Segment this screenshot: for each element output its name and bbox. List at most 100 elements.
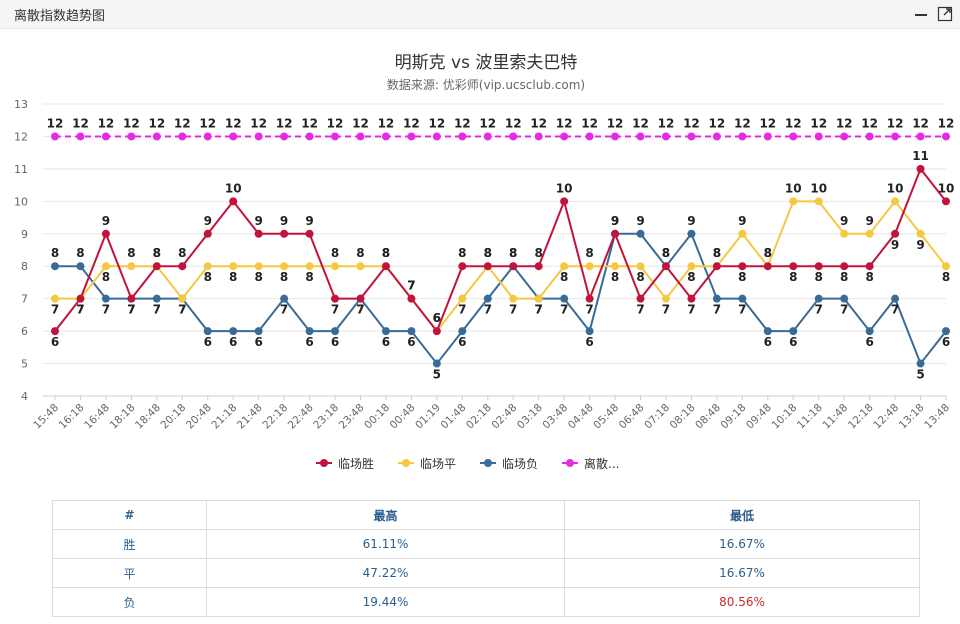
data-point	[152, 132, 161, 141]
data-point	[178, 294, 187, 303]
data-label: 8	[458, 246, 466, 260]
data-point	[101, 294, 110, 303]
x-tick-label: 21:18	[209, 402, 239, 432]
data-point	[891, 294, 900, 303]
data-label: 8	[51, 246, 59, 260]
data-label: 8	[127, 246, 135, 260]
data-label: 12	[98, 116, 115, 130]
trend-chart: 4567891011121315:4816:1816:4818:1818:482…	[14, 98, 954, 432]
data-point	[432, 132, 441, 141]
data-point	[51, 294, 59, 303]
data-point	[763, 327, 772, 336]
data-label: 7	[102, 303, 110, 317]
legend-marker-icon	[562, 457, 579, 469]
row-low: 16.67%	[564, 529, 920, 559]
data-label: 8	[509, 246, 517, 260]
data-point	[381, 327, 390, 336]
data-label: 8	[204, 270, 212, 284]
data-point	[381, 262, 390, 271]
data-label: 8	[789, 270, 797, 284]
data-label: 12	[429, 116, 446, 130]
y-tick-label: 7	[21, 293, 28, 306]
data-point	[661, 294, 670, 303]
data-label: 9	[865, 214, 873, 228]
data-label: 6	[382, 335, 390, 349]
data-point	[127, 294, 136, 303]
x-tick-label: 22:48	[286, 402, 316, 432]
data-label: 9	[738, 214, 746, 228]
data-label: 8	[484, 246, 492, 260]
data-point	[254, 327, 263, 336]
data-label: 7	[407, 279, 415, 293]
row-label: 平	[52, 558, 207, 588]
data-label: 7	[127, 303, 135, 317]
data-label: 7	[178, 303, 186, 317]
data-point	[738, 262, 747, 271]
data-label: 12	[810, 116, 827, 130]
data-label: 9	[636, 214, 644, 228]
data-point	[840, 229, 849, 238]
legend-marker-icon	[398, 457, 415, 469]
data-point	[891, 229, 900, 238]
data-label: 7	[407, 279, 415, 293]
data-label: 8	[535, 246, 543, 260]
stats-header-high: 最高	[206, 500, 565, 530]
data-point	[534, 294, 543, 303]
data-label: 12	[632, 116, 649, 130]
stats-header-row: # 最高 最低	[52, 500, 920, 530]
x-tick-label: 18:48	[133, 402, 163, 432]
data-label: 10	[887, 181, 904, 195]
data-point	[916, 132, 925, 141]
x-tick-label: 08:18	[668, 402, 698, 432]
data-point	[203, 262, 212, 271]
expand-icon[interactable]	[936, 5, 954, 23]
data-point	[789, 262, 798, 271]
legend-item[interactable]: 临场平	[398, 454, 456, 472]
x-tick-label: 02:18	[464, 402, 494, 432]
data-point	[712, 294, 721, 303]
data-label: 8	[76, 246, 84, 260]
stats-header-low: 最低	[564, 500, 920, 530]
data-point	[636, 229, 645, 238]
data-label: 7	[560, 303, 568, 317]
data-label: 7	[509, 303, 517, 317]
data-label: 10	[225, 181, 242, 195]
y-tick-label: 5	[21, 358, 28, 371]
data-point	[280, 294, 289, 303]
data-point	[229, 327, 238, 336]
data-label: 7	[840, 303, 848, 317]
x-tick-label: 11:18	[795, 402, 825, 432]
data-point	[560, 197, 569, 206]
data-point	[458, 327, 467, 336]
data-point	[432, 327, 441, 336]
data-point	[331, 327, 340, 336]
x-tick-label: 21:48	[235, 402, 265, 432]
data-label: 12	[454, 116, 471, 130]
minimize-icon[interactable]	[912, 5, 930, 23]
legend-item[interactable]: 临场负	[480, 454, 538, 472]
data-label: 12	[72, 116, 89, 130]
data-label: 6	[433, 311, 441, 325]
data-point	[229, 132, 238, 141]
data-label: 8	[331, 246, 339, 260]
x-tick-label: 04:48	[566, 402, 596, 432]
data-label: 12	[199, 116, 216, 130]
data-label: 7	[585, 303, 593, 317]
legend-item[interactable]: 离散...	[562, 454, 620, 472]
legend-item[interactable]: 临场胜	[316, 454, 374, 472]
x-tick-label: 01:48	[439, 402, 469, 432]
data-point	[865, 327, 874, 336]
x-tick-label: 02:48	[489, 402, 519, 432]
data-label: 5	[433, 368, 441, 382]
data-label: 8	[178, 246, 186, 260]
data-point	[76, 132, 85, 141]
data-point	[331, 294, 340, 303]
data-label: 9	[280, 214, 288, 228]
x-tick-label: 01:19	[413, 402, 443, 432]
x-tick-label: 12:18	[846, 402, 876, 432]
data-point	[381, 132, 390, 141]
data-label: 12	[378, 116, 395, 130]
data-point	[534, 262, 543, 271]
data-label: 6	[458, 335, 466, 349]
data-point	[636, 132, 645, 141]
